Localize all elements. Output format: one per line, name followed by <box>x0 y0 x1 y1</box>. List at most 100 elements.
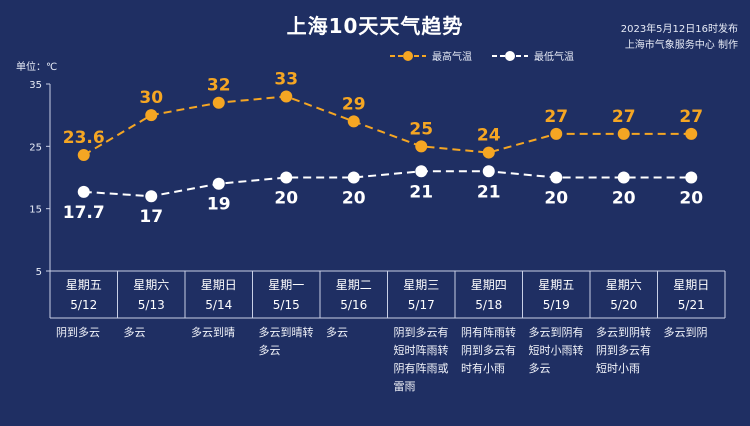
day-cell: 星期六 5/13 <box>118 275 186 315</box>
day-cell: 星期四 5/18 <box>455 275 523 315</box>
day-weather-desc: 多云 <box>123 326 146 339</box>
day-weekday: 星期四 <box>470 278 507 292</box>
day-date: 5/20 <box>610 298 638 312</box>
high-temp-point <box>550 127 563 140</box>
low-temp-point <box>145 190 158 203</box>
high-temp-point <box>77 149 90 162</box>
high-temp-label: 27 <box>679 107 703 127</box>
high-temp-label: 30 <box>139 88 163 108</box>
low-temp-label: 21 <box>409 182 433 202</box>
day-date: 5/18 <box>475 298 503 312</box>
legend-low-swatch <box>492 50 528 61</box>
low-temp-point <box>280 171 293 184</box>
high-temp-point <box>145 109 158 122</box>
day-cell: 星期日 5/14 <box>185 275 253 315</box>
day-date: 5/14 <box>205 298 233 312</box>
day-weekday: 星期六 <box>605 278 642 292</box>
low-temp-point <box>685 171 698 184</box>
high-temp-point <box>415 140 428 153</box>
y-tick-label: 5 <box>36 267 42 278</box>
high-temp-point <box>685 127 698 140</box>
day-weather-desc: 阴到多云 <box>56 326 100 339</box>
high-temp-point <box>212 96 225 109</box>
low-temp-label: 17.7 <box>63 203 105 223</box>
day-date: 5/21 <box>677 298 705 312</box>
day-weather-desc: 多云 <box>326 326 348 339</box>
day-date: 5/19 <box>542 298 570 312</box>
high-temp-line <box>83 95 692 156</box>
low-temp-label: 21 <box>477 182 501 202</box>
day-weather-desc: 阴到多云有短时阵雨转阴有阵雨或雷雨 <box>393 326 449 393</box>
day-cell: 星期二 5/16 <box>320 275 388 315</box>
day-date: 5/15 <box>272 298 300 312</box>
day-weekday: 星期二 <box>335 278 372 292</box>
high-temp-point <box>617 127 630 140</box>
high-temp-point <box>280 90 293 103</box>
day-cell: 星期三 5/17 <box>388 275 456 315</box>
legend-label-high: 最高气温 <box>432 52 472 63</box>
y-tick-label: 35 <box>29 80 42 91</box>
low-temp-label: 17 <box>139 207 163 227</box>
day-weekday: 星期五 <box>538 278 575 292</box>
low-temp-point <box>482 165 495 178</box>
day-weather-desc: 多云到晴 <box>191 326 235 339</box>
day-weekday: 星期一 <box>268 278 305 292</box>
day-weather-desc: 多云到阴转阴到多云有短时小雨 <box>596 326 651 375</box>
day-weather-desc: 多云到晴转多云 <box>258 326 314 357</box>
issue-time: 2023年5月12日16时发布 <box>620 24 738 35</box>
low-temp-point <box>617 171 630 184</box>
low-temp-label: 20 <box>274 189 298 209</box>
high-temp-point <box>347 115 360 128</box>
legend: 最高气温 最低气温 <box>390 48 594 63</box>
high-temp-label: 25 <box>409 119 433 139</box>
legend-high-swatch <box>390 50 426 61</box>
y-tick-label: 25 <box>29 142 42 153</box>
day-cell: 星期日 5/21 <box>658 275 726 315</box>
low-temp-point <box>77 185 90 198</box>
high-temp-label: 27 <box>544 107 568 127</box>
low-temp-point <box>212 177 225 190</box>
low-temp-label: 20 <box>544 189 568 209</box>
high-temp-label: 33 <box>274 69 298 89</box>
high-temp-label: 24 <box>477 126 501 146</box>
day-weather-desc: 阴有阵雨转阴到多云有时有小雨 <box>461 326 516 375</box>
low-temp-label: 20 <box>342 189 366 209</box>
low-temp-point <box>550 171 563 184</box>
low-temp-point <box>347 171 360 184</box>
day-weekday: 星期日 <box>200 278 237 292</box>
day-weather-desc: 多云到阴 <box>663 326 708 339</box>
low-temp-label: 20 <box>612 189 636 209</box>
legend-item-low: 最低气温 <box>492 48 574 63</box>
day-date: 5/13 <box>137 298 165 312</box>
low-temp-label: 20 <box>679 189 703 209</box>
high-temp-label: 32 <box>207 76 231 96</box>
day-weekday: 星期五 <box>65 278 102 292</box>
page-title: 上海10天天气趋势 <box>286 14 464 38</box>
day-cell: 星期一 5/15 <box>253 275 321 315</box>
low-temp-label: 19 <box>207 195 231 215</box>
day-weekday: 星期日 <box>673 278 710 292</box>
legend-label-low: 最低气温 <box>534 52 574 63</box>
high-temp-label: 29 <box>342 94 366 114</box>
high-temp-point <box>482 146 495 159</box>
day-weekday: 星期三 <box>403 278 440 292</box>
y-tick-label: 15 <box>29 205 42 216</box>
day-weather-desc: 多云到阴有短时小雨转多云 <box>528 326 584 375</box>
high-temp-label: 27 <box>612 107 636 127</box>
issuer: 上海市气象服务中心 制作 <box>624 40 738 51</box>
unit-label: 单位：℃ <box>16 62 58 73</box>
day-weekday: 星期六 <box>133 278 170 292</box>
issue-info: 2023年5月12日16时发布 上海市气象服务中心 制作 <box>621 22 738 54</box>
day-cell: 星期六 5/20 <box>590 275 658 315</box>
day-date: 5/16 <box>340 298 368 312</box>
day-date: 5/17 <box>407 298 435 312</box>
day-date: 5/12 <box>70 298 98 312</box>
legend-item-high: 最高气温 <box>390 48 472 63</box>
high-temp-label: 23.6 <box>63 128 105 148</box>
day-cell: 星期五 5/12 <box>50 275 118 315</box>
day-cell: 星期五 5/19 <box>523 275 591 315</box>
low-temp-point <box>415 165 428 178</box>
low-temp-line <box>83 170 692 198</box>
